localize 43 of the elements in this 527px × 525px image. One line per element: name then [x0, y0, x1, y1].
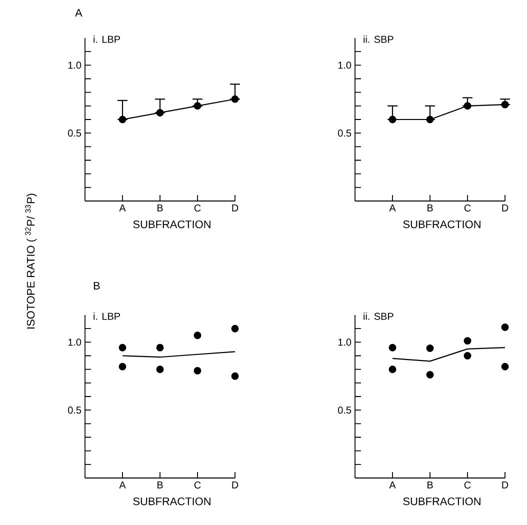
y-tick-label: 1.0	[68, 338, 82, 346]
x-tick-label: B	[427, 204, 433, 212]
x-tick-label: A	[389, 204, 396, 212]
point	[194, 102, 202, 110]
x-tick-label: C	[464, 482, 471, 489]
x-axis-title: SUBFRACTION	[133, 220, 210, 228]
x-tick-label: C	[194, 482, 201, 489]
chart-title: ii. SBP	[364, 36, 394, 43]
x-tick-label: D	[502, 482, 508, 488]
x-axis-title: SUBFRACTION	[403, 220, 480, 228]
x-tick-label: C	[464, 204, 471, 212]
text: A	[75, 9, 82, 17]
text: B	[94, 282, 100, 290]
point	[388, 116, 396, 124]
chart-title: ii. SBP	[364, 312, 394, 320]
x-tick-label: A	[389, 482, 396, 488]
x-tick-label: D	[502, 204, 508, 212]
y-tick-label: 1.0	[338, 338, 352, 346]
x-tick-label: B	[427, 482, 433, 488]
point	[426, 116, 434, 124]
line-series	[392, 347, 506, 362]
point	[156, 108, 164, 116]
point	[231, 95, 239, 103]
x-tick-label: B	[157, 204, 163, 212]
x-tick-label: D	[232, 482, 238, 488]
y-axis-title: ISOTOPE RATIO ( $^{32}$P/ $^{33}$P)	[25, 194, 37, 328]
y-tick-label: 1.0	[338, 62, 352, 69]
y-tick-label: 0.5	[338, 406, 352, 414]
y-tick-label: 1.0	[68, 62, 82, 69]
x-tick-label: D	[232, 204, 238, 212]
y-tick-label: 0.5	[68, 130, 82, 137]
chart-title: i. LBP	[94, 36, 120, 43]
x-tick-label: A	[119, 482, 126, 488]
x-axis-title: SUBFRACTION	[403, 497, 480, 506]
point	[118, 116, 126, 124]
x-tick-label: C	[194, 204, 201, 212]
point	[464, 102, 472, 110]
x-tick-label: B	[157, 482, 163, 488]
x-axis-title: SUBFRACTION	[133, 497, 210, 506]
x-tick-label: A	[119, 204, 126, 212]
chart-title: i. LBP	[94, 312, 120, 320]
y-tick-label: 0.5	[338, 130, 352, 137]
y-tick-label: 0.5	[68, 406, 82, 414]
